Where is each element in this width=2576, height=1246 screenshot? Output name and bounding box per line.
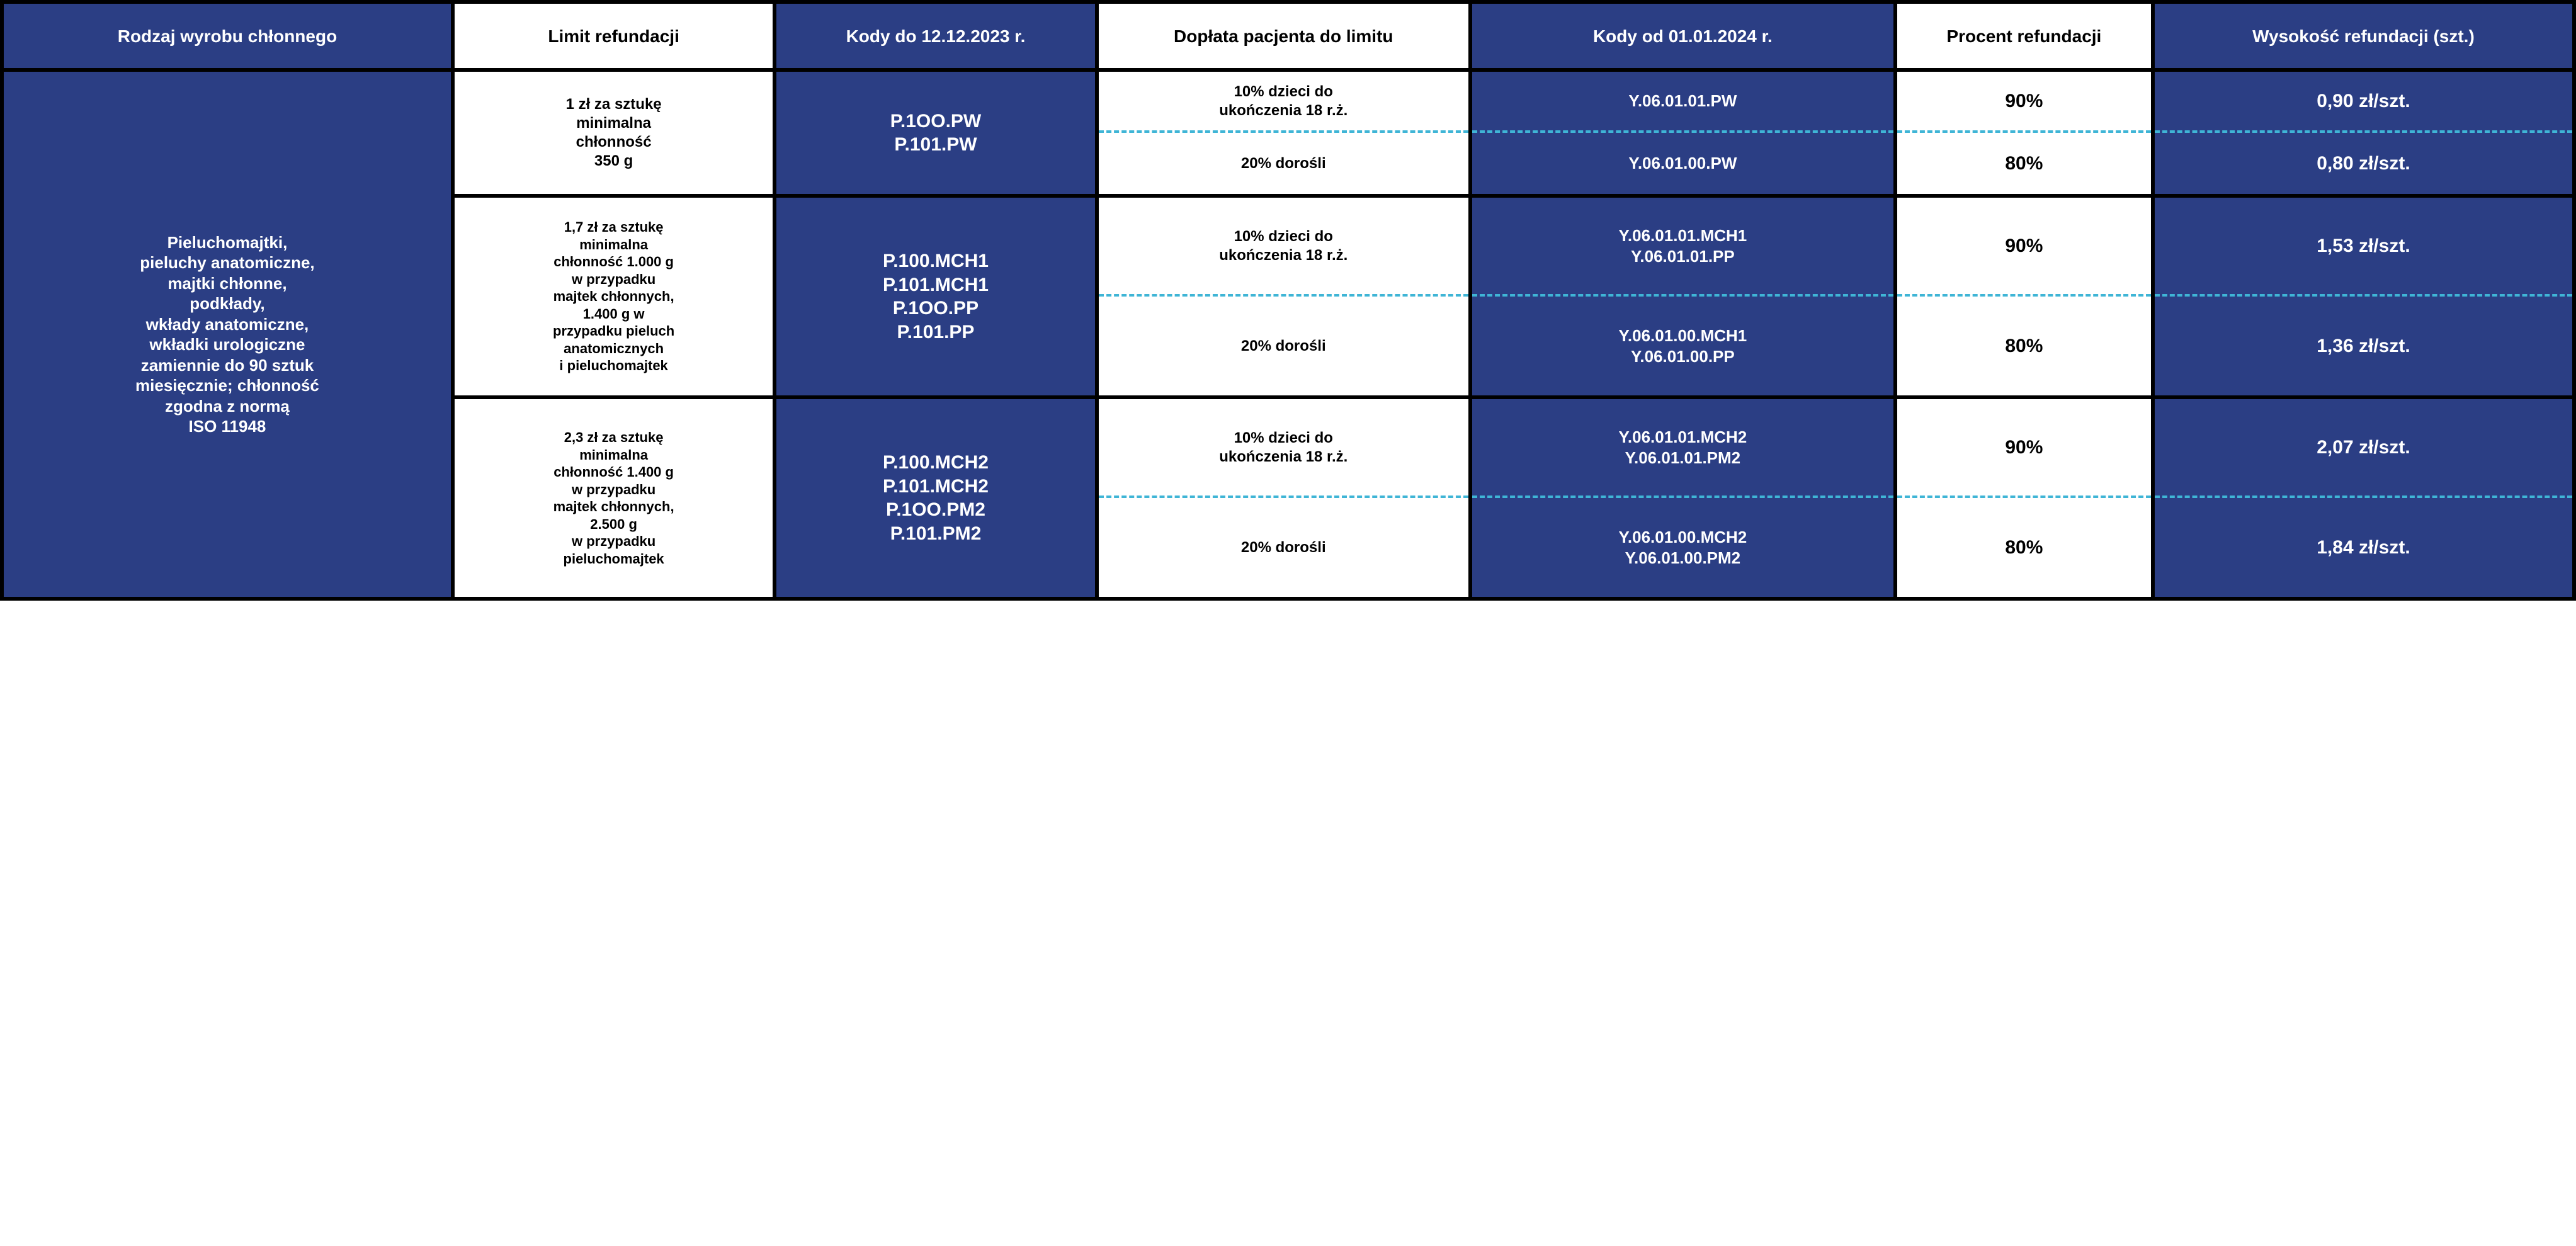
limit-g3: 2,3 zł za sztukę minimalna chłonność 1.4… — [451, 399, 773, 601]
codes-new-g3: Y.06.01.01.MCH2 Y.06.01.01.PM2 Y.06.01.0… — [1468, 399, 1893, 601]
reimbursement-table: Rodzaj wyrobu chłonnego Limit refundacji… — [0, 0, 2576, 601]
amount-g3-r0: 2,07 zł/szt. — [2155, 399, 2572, 498]
percent-g2-r1: 80% — [1897, 297, 2151, 395]
percent-g1-r1: 80% — [1897, 133, 2151, 194]
percent-g2-r0: 90% — [1897, 198, 2151, 297]
coinsurance-g2-r0: 10% dzieci do ukończenia 18 r.ż. — [1099, 198, 1468, 297]
header-product-type: Rodzaj wyrobu chłonnego — [0, 4, 451, 72]
header-limit: Limit refundacji — [451, 4, 773, 72]
coinsurance-g2: 10% dzieci do ukończenia 18 r.ż. 20% dor… — [1095, 198, 1468, 399]
percent-g3-r1: 80% — [1897, 498, 2151, 597]
header-percent: Procent refundacji — [1893, 4, 2151, 72]
limit-g1: 1 zł za sztukę minimalna chłonność 350 g — [451, 72, 773, 198]
header-codes-old: Kody do 12.12.2023 r. — [773, 4, 1094, 72]
product-type-description: Pieluchomajtki, pieluchy anatomiczne, ma… — [0, 72, 451, 601]
limit-g2: 1,7 zł za sztukę minimalna chłonność 1.0… — [451, 198, 773, 399]
codes-old-g2: P.100.MCH1 P.101.MCH1 P.1OO.PP P.101.PP — [773, 198, 1094, 399]
coinsurance-g2-r1: 20% dorośli — [1099, 297, 1468, 395]
codes-new-g1: Y.06.01.01.PW Y.06.01.00.PW — [1468, 72, 1893, 198]
header-coinsurance: Dopłata pacjenta do limitu — [1095, 4, 1468, 72]
amount-g3-r1: 1,84 zł/szt. — [2155, 498, 2572, 597]
codes-new-g3-r1: Y.06.01.00.MCH2 Y.06.01.00.PM2 — [1472, 498, 1893, 597]
percent-g3-r0: 90% — [1897, 399, 2151, 498]
percent-g1-r0: 90% — [1897, 72, 2151, 133]
percent-g2: 90% 80% — [1893, 198, 2151, 399]
coinsurance-g1: 10% dzieci do ukończenia 18 r.ż. 20% dor… — [1095, 72, 1468, 198]
coinsurance-g3: 10% dzieci do ukończenia 18 r.ż. 20% dor… — [1095, 399, 1468, 601]
amount-g1-r1: 0,80 zł/szt. — [2155, 133, 2572, 194]
codes-old-g1: P.1OO.PW P.101.PW — [773, 72, 1094, 198]
codes-new-g2: Y.06.01.01.MCH1 Y.06.01.01.PP Y.06.01.00… — [1468, 198, 1893, 399]
codes-new-g3-r0: Y.06.01.01.MCH2 Y.06.01.01.PM2 — [1472, 399, 1893, 498]
codes-new-g2-r1: Y.06.01.00.MCH1 Y.06.01.00.PP — [1472, 297, 1893, 395]
amount-g1: 0,90 zł/szt. 0,80 zł/szt. — [2151, 72, 2576, 198]
amount-g2: 1,53 zł/szt. 1,36 zł/szt. — [2151, 198, 2576, 399]
amount-g2-r0: 1,53 zł/szt. — [2155, 198, 2572, 297]
codes-new-g1-r1: Y.06.01.00.PW — [1472, 133, 1893, 194]
coinsurance-g3-r1: 20% dorośli — [1099, 498, 1468, 597]
percent-g3: 90% 80% — [1893, 399, 2151, 601]
amount-g1-r0: 0,90 zł/szt. — [2155, 72, 2572, 133]
coinsurance-g1-r0: 10% dzieci do ukończenia 18 r.ż. — [1099, 72, 1468, 133]
amount-g3: 2,07 zł/szt. 1,84 zł/szt. — [2151, 399, 2576, 601]
coinsurance-g3-r0: 10% dzieci do ukończenia 18 r.ż. — [1099, 399, 1468, 498]
codes-new-g2-r0: Y.06.01.01.MCH1 Y.06.01.01.PP — [1472, 198, 1893, 297]
header-codes-new: Kody od 01.01.2024 r. — [1468, 4, 1893, 72]
codes-old-g3: P.100.MCH2 P.101.MCH2 P.1OO.PM2 P.101.PM… — [773, 399, 1094, 601]
coinsurance-g1-r1: 20% dorośli — [1099, 133, 1468, 194]
percent-g1: 90% 80% — [1893, 72, 2151, 198]
codes-new-g1-r0: Y.06.01.01.PW — [1472, 72, 1893, 133]
amount-g2-r1: 1,36 zł/szt. — [2155, 297, 2572, 395]
header-amount: Wysokość refundacji (szt.) — [2151, 4, 2576, 72]
